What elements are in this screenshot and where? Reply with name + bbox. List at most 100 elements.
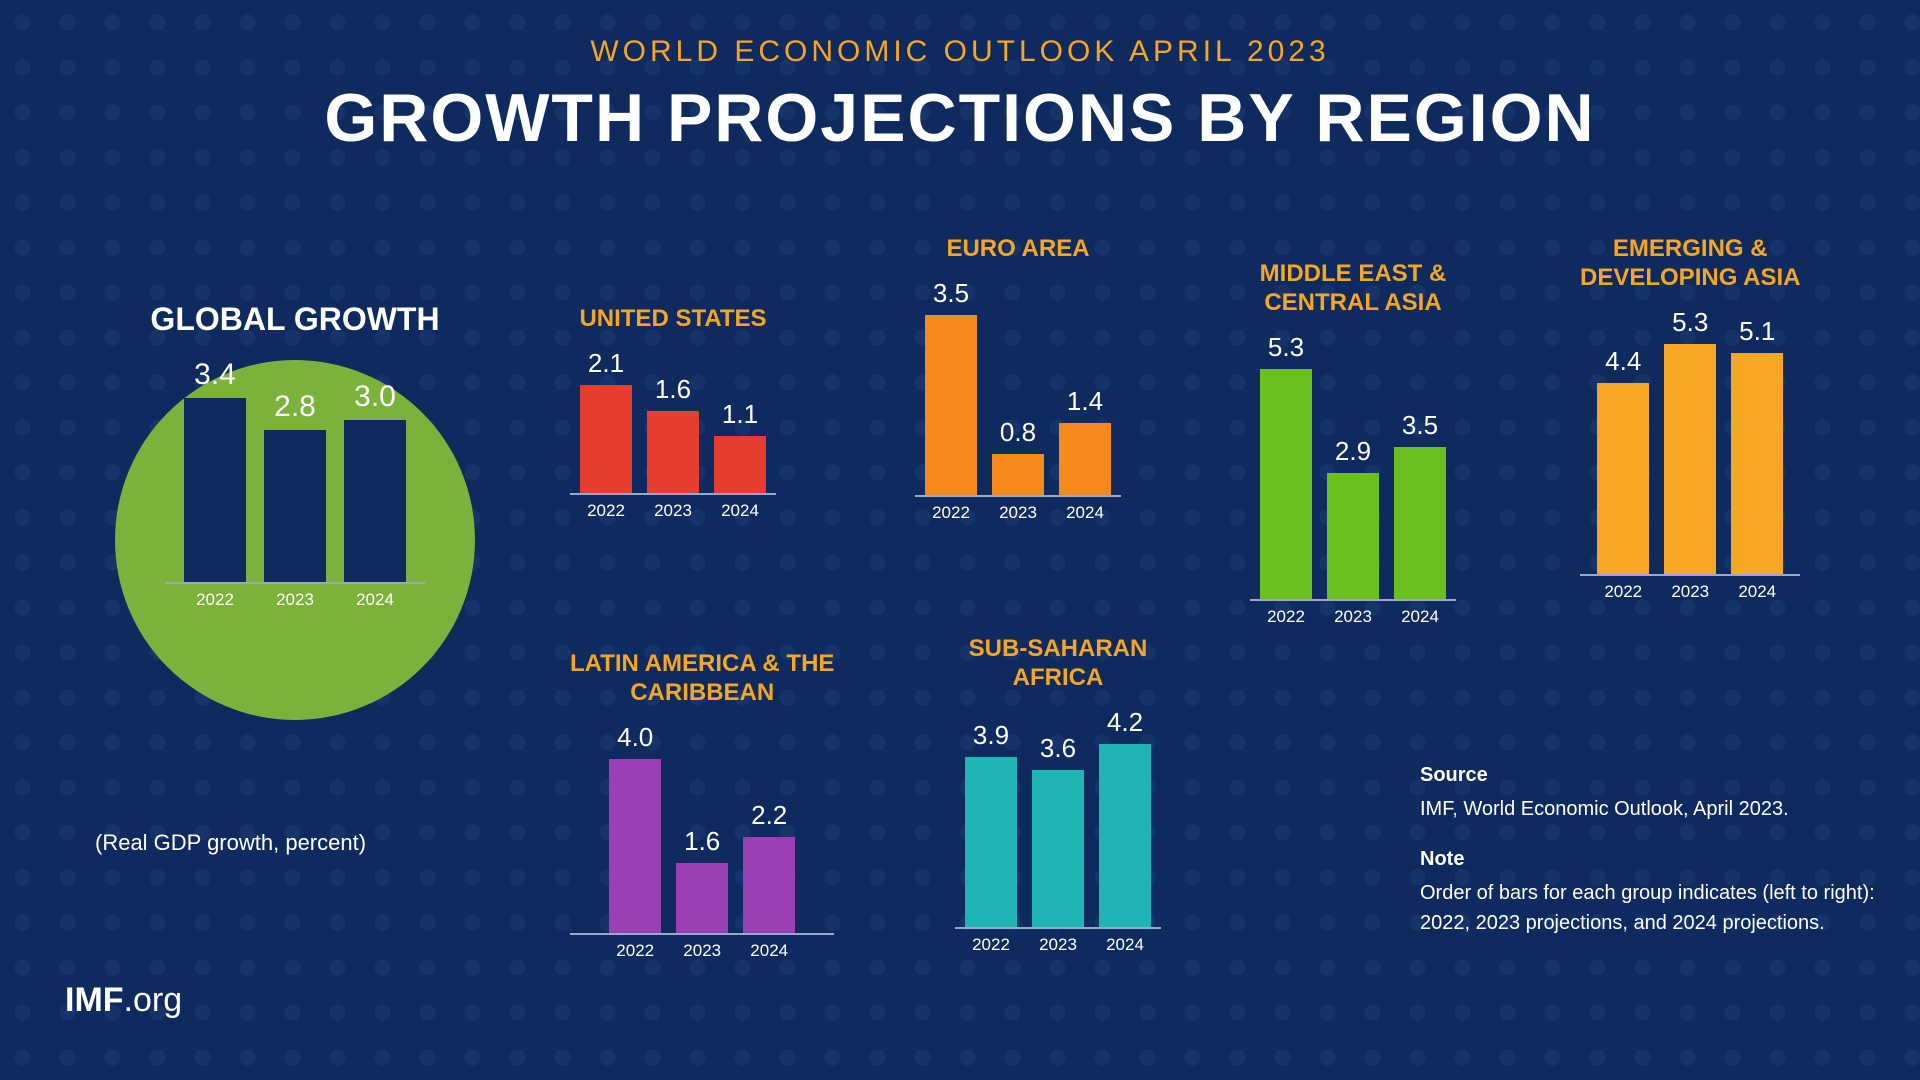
bar-col: 4.2 [1099,707,1151,927]
x-label: 2022 [580,501,632,521]
bar-col: 0.8 [992,417,1044,495]
bar [609,759,661,933]
x-label: 2023 [647,501,699,521]
bar [1099,744,1151,927]
bar-col: 3.4 [184,358,246,582]
x-label: 2024 [1731,582,1783,602]
header: WORLD ECONOMIC OUTLOOK APRIL 2023 GROWTH… [0,0,1920,157]
chart-title: EURO AREA [915,235,1121,264]
subtitle: WORLD ECONOMIC OUTLOOK APRIL 2023 [0,35,1920,69]
chart-us: UNITED STATES 2.1 1.6 1.1 2022 2023 2024 [570,305,776,521]
bar-col: 3.9 [965,720,1017,927]
note-header: Note [1420,844,1880,874]
chart-global-growth: GLOBAL GROWTH 3.4 2.8 3.0 2022 2023 2024 [95,300,495,610]
main-title: GROWTH PROJECTIONS BY REGION [0,79,1920,157]
bar-value: 3.0 [354,380,396,414]
bar-value: 3.9 [973,720,1009,751]
x-label: 2024 [743,941,795,961]
bar [184,398,246,582]
bar-col: 2.2 [743,800,795,933]
x-label: 2023 [676,941,728,961]
chart-title: UNITED STATES [570,305,776,334]
bars-wrap: 4.01.62.2 [570,722,834,935]
bar-value: 3.6 [1040,733,1076,764]
bar-col: 5.3 [1664,307,1716,574]
bar-col: 3.5 [925,278,977,495]
global-footnote: (Real GDP growth, percent) [95,830,366,856]
bar-value: 1.1 [722,399,758,430]
bar [1664,344,1716,574]
bar [925,315,977,495]
bar-value: 2.2 [751,800,787,831]
bar [647,411,699,493]
x-labels: 2022 2023 2024 [570,501,776,521]
bar [264,430,326,582]
bars-wrap: 3.5 0.8 1.4 [915,278,1121,497]
bar-col: 2.8 [264,390,326,582]
source-note-block: Source IMF, World Economic Outlook, Apri… [1420,760,1880,958]
x-label: 2023 [1327,607,1379,627]
x-labels: 202220232024 [1580,582,1800,602]
bar [344,420,406,582]
bar [992,454,1044,495]
x-label: 2023 [1032,935,1084,955]
chart-ssa: SUB-SAHARANAFRICA3.93.64.2202220232024 [955,635,1161,955]
x-label: 2022 [1597,582,1649,602]
bar [714,436,766,493]
bar-value: 2.1 [588,348,624,379]
bars-global: 3.4 2.8 3.0 [165,358,425,584]
chart-title-global: GLOBAL GROWTH [95,300,495,338]
content-root: WORLD ECONOMIC OUTLOOK APRIL 2023 GROWTH… [0,0,1920,1080]
bar-value: 2.8 [274,390,316,424]
bar-value: 4.2 [1107,707,1143,738]
bar [676,863,728,933]
x-label: 2022 [184,590,246,610]
note-body: Order of bars for each group indicates (… [1420,878,1880,938]
x-label: 2023 [264,590,326,610]
bar-col: 5.1 [1731,316,1783,574]
bar [1059,423,1111,495]
x-labels: 2022 2023 2024 [570,941,834,961]
x-labels: 202220232024 [1250,607,1456,627]
bar-value: 5.3 [1672,307,1708,338]
x-label: 2024 [344,590,406,610]
bar [1327,473,1379,599]
x-labels: 202220232024 [915,503,1121,523]
chart-euro: EURO AREA 3.5 0.8 1.4 202220232024 [915,235,1121,523]
x-label: 2024 [714,501,766,521]
source-body: IMF, World Economic Outlook, April 2023. [1420,794,1880,824]
bar [1731,353,1783,574]
x-label: 2022 [1260,607,1312,627]
chart-lac: LATIN AMERICA & THECARIBBEAN4.01.62.2202… [570,650,834,961]
chart-title: MIDDLE EAST &CENTRAL ASIA [1250,260,1456,318]
bar-value: 1.4 [1067,386,1103,417]
bar [580,385,632,493]
bar-col: 1.6 [676,826,728,933]
chart-title: EMERGING &DEVELOPING ASIA [1580,235,1800,293]
bar-value: 5.3 [1268,332,1304,363]
bar-col: 1.1 [714,399,766,493]
chart-eda: EMERGING &DEVELOPING ASIA4.45.35.1202220… [1580,235,1800,602]
chart-meca: MIDDLE EAST &CENTRAL ASIA5.32.93.5202220… [1250,260,1456,627]
bar [1597,383,1649,574]
xlabels-global: 2022 2023 2024 [165,590,425,610]
bar-value: 5.1 [1739,316,1775,347]
x-label: 2024 [1059,503,1111,523]
bar-value: 1.6 [655,374,691,405]
bar [1394,447,1446,599]
chart-title: SUB-SAHARANAFRICA [955,635,1161,693]
logo-thin: .org [124,981,183,1019]
bar-col: 2.1 [580,348,632,493]
bar-col: 3.6 [1032,733,1084,927]
x-labels: 202220232024 [955,935,1161,955]
chart-title: LATIN AMERICA & THECARIBBEAN [570,650,834,708]
x-label: 2022 [609,941,661,961]
logo: IMF.org [65,981,182,1020]
bars-wrap: 4.4 5.3 5.1 [1580,307,1800,576]
x-label: 2024 [1099,935,1151,955]
x-label: 2022 [925,503,977,523]
bar-value: 3.4 [194,358,236,392]
bar-value: 3.5 [933,278,969,309]
bar-col: 3.0 [344,380,406,582]
bar-value: 4.4 [1605,346,1641,377]
